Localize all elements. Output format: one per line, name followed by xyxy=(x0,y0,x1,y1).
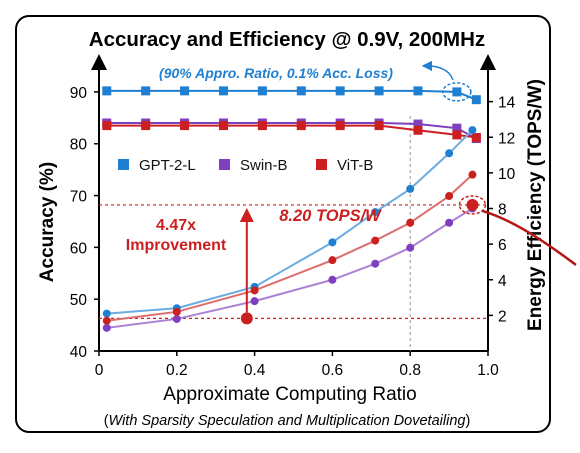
efficiency-point xyxy=(371,236,380,245)
legend-label: GPT-2-L xyxy=(139,157,196,174)
series-layer xyxy=(102,86,481,332)
chart-title: Accuracy and Efficiency @ 0.9V, 200MHz xyxy=(89,28,485,51)
accuracy-point xyxy=(374,121,384,131)
x-tick-label: 1.0 xyxy=(477,362,499,379)
accuracy-point xyxy=(471,133,481,143)
improvement-word: Improvement xyxy=(126,237,227,254)
efficiency-point xyxy=(328,256,337,265)
accuracy-point xyxy=(471,95,481,105)
accuracy-point xyxy=(218,86,228,96)
efficiency-point xyxy=(371,208,380,217)
accuracy-point xyxy=(180,121,190,131)
tick-labels: 0 0.2 0.4 0.6 0.8 1.0 40 50 60 70 80 90 2 4 6 8 10 12 14 xyxy=(70,85,516,379)
x-tick-label: 0.8 xyxy=(399,362,421,379)
efficiency-point xyxy=(172,314,181,323)
legend-label: Swin-B xyxy=(240,157,288,174)
x-tick-label: 0.2 xyxy=(166,362,188,379)
efficiency-point xyxy=(445,218,454,227)
approx-highlight-ellipse xyxy=(442,82,472,102)
efficiency-point xyxy=(468,126,477,135)
y-left-tick-label: 70 xyxy=(70,189,88,206)
legend-swatch xyxy=(219,159,230,170)
y-right-tick-label: 6 xyxy=(498,237,507,254)
peak-marker xyxy=(466,198,479,211)
accuracy-point xyxy=(102,121,112,131)
annotations: (90% Appro. Ratio, 0.1% Acc. Loss) 8.20 … xyxy=(126,60,577,325)
efficiency-line-vit-b xyxy=(106,173,474,322)
legend: GPT-2-L Swin-B ViT-B xyxy=(118,157,373,174)
efficiency-point xyxy=(328,238,337,247)
y-left-tick-label: 90 xyxy=(70,85,88,102)
efficiency-point xyxy=(102,316,111,325)
efficiency-line-swin-b xyxy=(106,207,473,329)
accuracy-point xyxy=(257,121,267,131)
efficiency-point xyxy=(250,297,259,306)
y-right-tick-label: 10 xyxy=(498,166,516,183)
efficiency-point xyxy=(445,192,454,201)
x-tick-label: 0.6 xyxy=(322,362,344,379)
x-note-italic: With Sparsity Speculation and Multiplica… xyxy=(109,413,466,429)
efficiency-point xyxy=(172,307,181,316)
y-left-tick-label: 50 xyxy=(70,292,88,309)
y-right-tick-label: 8 xyxy=(498,202,507,219)
approx-note: (90% Appro. Ratio, 0.1% Acc. Loss) xyxy=(159,65,393,81)
y-right-tick-label: 4 xyxy=(498,273,507,290)
peak-highlight-ellipse xyxy=(458,195,487,215)
improvement-value: 4.47x xyxy=(156,217,196,234)
accuracy-point xyxy=(413,125,423,135)
callout-curve xyxy=(482,209,577,266)
guide-lines xyxy=(99,116,488,351)
y-axis-left-label: Accuracy (%) xyxy=(37,162,58,282)
efficiency-point xyxy=(328,275,337,284)
efficiency-point xyxy=(371,259,380,268)
accuracy-point xyxy=(141,86,151,96)
accuracy-point xyxy=(296,86,306,96)
efficiency-point xyxy=(406,243,415,252)
y-left-tick-label: 80 xyxy=(70,137,88,154)
efficiency-point xyxy=(250,286,259,295)
x-tick-label: 0 xyxy=(95,362,104,379)
accuracy-point xyxy=(180,86,190,96)
legend-label: ViT-B xyxy=(337,157,373,174)
accuracy-point xyxy=(452,87,462,97)
accuracy-point xyxy=(218,121,228,131)
y-right-tick-label: 12 xyxy=(498,130,515,147)
figure-frame xyxy=(15,15,551,433)
x-axis-note: (With Sparsity Speculation and Multiplic… xyxy=(104,413,471,429)
accuracy-point xyxy=(413,119,423,129)
accuracy-point xyxy=(335,121,345,131)
accuracy-point xyxy=(335,86,345,96)
accuracy-point xyxy=(257,86,267,96)
efficiency-line-gpt-2-l xyxy=(106,129,474,315)
y-left-tick-label: 60 xyxy=(70,240,88,257)
x-note-close: ) xyxy=(465,413,470,429)
baseline-marker xyxy=(240,312,253,325)
peak-efficiency-label: 8.20 TOPS/W xyxy=(279,207,382,225)
x-note-open: ( xyxy=(104,413,109,429)
y-left-tick-label: 40 xyxy=(70,344,88,361)
efficiency-point xyxy=(445,149,454,158)
legend-swatch xyxy=(118,159,129,170)
approx-note-arrow xyxy=(421,60,454,81)
efficiency-point xyxy=(468,170,477,179)
efficiency-point xyxy=(406,184,415,193)
y-right-tick-label: 2 xyxy=(498,308,507,325)
accuracy-point xyxy=(413,86,423,96)
accuracy-point xyxy=(452,130,462,140)
y-right-tick-label: 14 xyxy=(498,95,516,112)
legend-swatch xyxy=(316,159,327,170)
accuracy-point xyxy=(452,123,462,133)
y-axis-right-label: Energy Efficiency (TOPS/W) xyxy=(525,79,546,331)
x-tick-label: 0.4 xyxy=(244,362,266,379)
accuracy-point xyxy=(141,121,151,131)
x-axis-label: Approximate Computing Ratio xyxy=(163,384,416,405)
accuracy-point xyxy=(102,86,112,96)
accuracy-point xyxy=(374,86,384,96)
efficiency-point xyxy=(102,309,111,318)
efficiency-point xyxy=(406,218,415,227)
accuracy-point xyxy=(296,121,306,131)
efficiency-point xyxy=(102,323,111,332)
